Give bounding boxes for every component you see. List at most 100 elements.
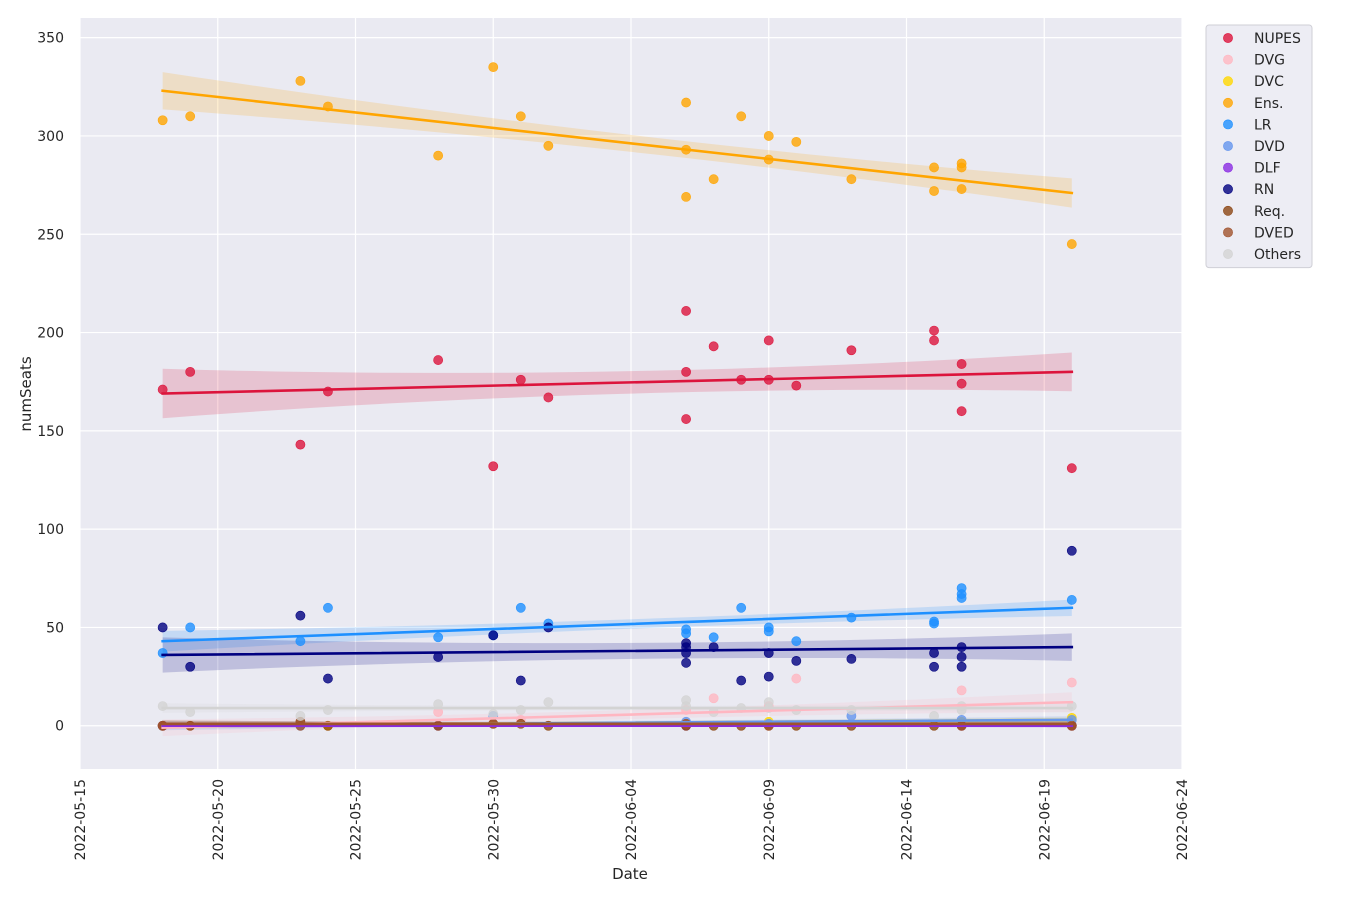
x-tick-label: 2022-05-20 [211,779,227,860]
legend-frame [1205,24,1313,269]
point-lr [929,618,939,629]
legend-marker-others [1223,249,1233,259]
point-lr [185,622,196,633]
x-axis-title: Date [612,865,648,883]
point-dvg [791,673,802,684]
x-tick-label: 2022-06-24 [1175,779,1191,860]
y-tick-label: 100 [37,522,64,538]
point-lr [1066,595,1077,605]
y-tick-label: 350 [37,31,64,47]
point-others [929,711,939,721]
point-ens [543,140,554,151]
point-dvg [956,685,967,696]
legend-label-dlf: DLF [1254,161,1281,177]
y-tick-label: 300 [37,129,64,145]
point-lr [708,632,719,643]
y-tick-label: 150 [37,424,64,440]
y-tick-label: 0 [55,719,64,735]
point-ens [185,111,196,122]
point-rn [295,610,306,621]
legend-label-dvg: DVG [1254,53,1285,69]
legend: NUPES DVG DVC Ens. LR DVD DLF RN Req. DVED Others [1205,24,1313,269]
point-ens [763,131,774,141]
point-others [543,697,554,708]
point-ens [708,174,719,185]
point-ens [736,111,747,122]
point-ens [956,184,967,194]
point-rn [1066,545,1077,556]
regression-line-rn [161,645,1074,657]
point-lr [791,636,802,647]
point-nupes [929,325,939,336]
y-tick-labels: 0 50 100 150 200 250 300 350 [37,31,64,735]
point-ens [488,62,499,73]
point-nupes [295,439,306,450]
point-nupes [956,378,967,389]
point-rn [515,675,526,686]
point-nupes [708,341,719,352]
point-rn [791,655,802,666]
point-ens [846,174,857,185]
point-rn [185,661,196,672]
x-tick-label: 2022-06-09 [762,779,778,860]
point-rn [681,657,691,668]
point-lr [515,602,526,613]
point-rn [323,673,333,684]
legend-label-dvc: DVC [1254,74,1284,90]
point-rn [929,648,939,658]
point-lr [956,593,967,603]
point-rn [157,622,168,633]
legend-marker-rn [1223,184,1233,195]
x-tick-label: 2022-05-25 [349,779,365,860]
point-ens [681,97,691,108]
point-nupes [681,306,691,316]
regression-line-nupes [161,370,1074,395]
legend-marker-ens [1223,97,1233,108]
point-nupes [488,461,499,472]
point-lr [295,636,306,647]
legend-marker-dvg [1223,54,1233,65]
point-lr [763,626,774,637]
point-nupes [956,406,967,417]
legend-marker-dved [1223,227,1233,238]
confidence-band-nupes [162,352,1072,419]
legend-label-lr: LR [1254,117,1272,133]
point-nupes [791,380,802,391]
point-nupes [543,392,554,403]
point-nupes [1066,463,1077,474]
point-rn [846,654,857,664]
x-tick-label: 2022-06-04 [624,779,640,860]
legend-label-dvd: DVD [1254,139,1285,155]
y-axis-title: numSeats [17,356,35,431]
point-ens [515,111,526,122]
legend-marker-dlf [1223,162,1233,173]
legend-label-req: Req. [1254,204,1285,220]
x-tick-label: 2022-06-19 [1037,779,1053,860]
point-lr [846,612,857,623]
point-rn [488,630,499,641]
point-ens [956,162,967,173]
legend-marker-dvd [1223,141,1233,151]
y-tick-label: 250 [37,227,64,243]
point-nupes [681,366,691,377]
point-nupes [681,414,691,424]
x-tick-label: 2022-05-15 [73,779,89,860]
point-ens [157,115,168,126]
point-ens [433,150,444,161]
point-nupes [846,345,857,356]
point-nupes [929,335,939,346]
legend-label-ens: Ens. [1254,96,1283,112]
confidence-band-ens [162,72,1072,208]
x-tick-label: 2022-06-14 [900,779,916,860]
legend-marker-dvc [1223,76,1233,87]
legend-marker-lr [1223,119,1233,130]
regression-line-ens [161,89,1074,195]
point-rn [736,675,747,686]
point-ens [1066,239,1077,249]
y-tick-label: 50 [46,620,64,636]
point-nupes [433,355,444,365]
confidence-band-rn [162,633,1072,673]
point-ens [681,192,691,202]
legend-marker-nupes [1223,33,1233,43]
